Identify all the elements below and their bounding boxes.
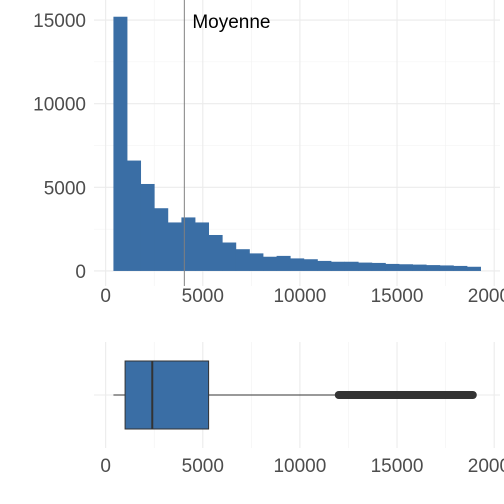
x-tick-label: 0 [100,286,111,307]
histogram-bar [303,259,318,271]
x-tick-label: 20000 [468,286,504,307]
histogram-bar [426,265,441,271]
x-tick-label: 20000 [468,456,504,477]
histogram-bar [154,208,169,271]
histogram-bar [290,258,305,271]
boxplot-panel: 0 5000 10000 15000 20000 [94,342,504,477]
histogram-bar [195,222,210,271]
x-tick-label: 15000 [371,286,424,307]
histogram-bar [412,264,427,271]
histogram-bar [385,263,400,271]
histogram-bar [235,249,250,271]
histogram-bar [344,261,359,271]
histogram-panel: Moyenne 0 5000 10000 15000 0 5000 10000 15000 200… [33,0,504,307]
histogram-bar [167,222,182,271]
x-tick-label: 5000 [182,456,224,477]
x-tick-label: 15000 [371,456,424,477]
y-tick-label: 15000 [33,11,86,32]
box-iqr [124,360,210,430]
histogram-bar [466,266,481,271]
histogram-bars [113,16,481,271]
mean-label: Moyenne [192,12,270,33]
x-tick-label: 10000 [273,286,326,307]
histogram-bar [208,234,223,271]
y-tick-label: 10000 [33,95,86,116]
y-tick-label: 5000 [44,178,86,199]
histogram-bar [181,217,196,271]
histogram-bar [371,262,386,271]
x-tick-label: 0 [100,456,111,477]
histogram-bar [222,242,237,271]
x-tick-label: 5000 [182,286,224,307]
histogram-bar [358,262,373,271]
histogram-bar [263,256,278,271]
histogram-bar [439,265,454,271]
histogram-bar [398,264,413,271]
histogram-bar [317,260,332,271]
histogram-bar [330,261,345,271]
histogram-bar [140,183,155,271]
y-tick-label: 0 [75,262,86,283]
histogram-bar [453,265,468,271]
histogram-bar [249,253,264,271]
histogram-bar [113,16,128,271]
histogram-bar [127,160,142,271]
histogram-bar [276,255,291,271]
x-tick-label: 10000 [273,456,326,477]
